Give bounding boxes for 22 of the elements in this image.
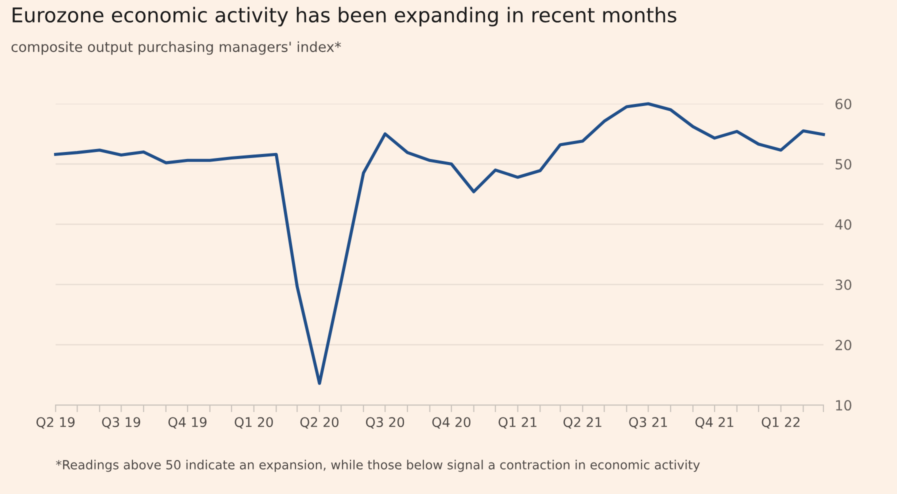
x-tick-label: Q3 19 bbox=[102, 417, 140, 429]
x-tick-label: Q2 20 bbox=[300, 417, 338, 429]
y-tick-label: 50 bbox=[836, 158, 852, 170]
x-tick-label: Q1 21 bbox=[498, 417, 536, 429]
x-tick-label: Q4 19 bbox=[168, 417, 207, 429]
y-tick-label: 40 bbox=[835, 219, 852, 230]
x-tick-label: Q3 21 bbox=[629, 417, 667, 429]
y-tick-label: 60 bbox=[836, 98, 852, 110]
text: *Readings above 50 indicate an expansion, while those below signal a contraction in economic activity bbox=[56, 460, 700, 472]
x-tick-label: Q1 20 bbox=[234, 417, 273, 429]
x-tick-label: Q4 20 bbox=[432, 417, 470, 429]
y-tick-label: 30 bbox=[836, 280, 852, 290]
x-tick-label: Q2 19 bbox=[36, 417, 75, 429]
y-tick-label: 20 bbox=[836, 340, 852, 350]
line-series bbox=[54, 102, 825, 385]
x-tick-label: Q4 21 bbox=[695, 417, 734, 429]
x-tick-label: Q3 20 bbox=[366, 417, 404, 429]
x-tick-label: Q1 22 bbox=[762, 417, 800, 429]
y-tick-label: 10 bbox=[836, 400, 852, 411]
chart-subtitle: composite output purchasing managers' index* bbox=[12, 41, 341, 55]
chart-title: Eurozone economic activity has been expanding in recent months bbox=[12, 6, 676, 26]
x-tick-label: Q2 21 bbox=[564, 417, 602, 429]
